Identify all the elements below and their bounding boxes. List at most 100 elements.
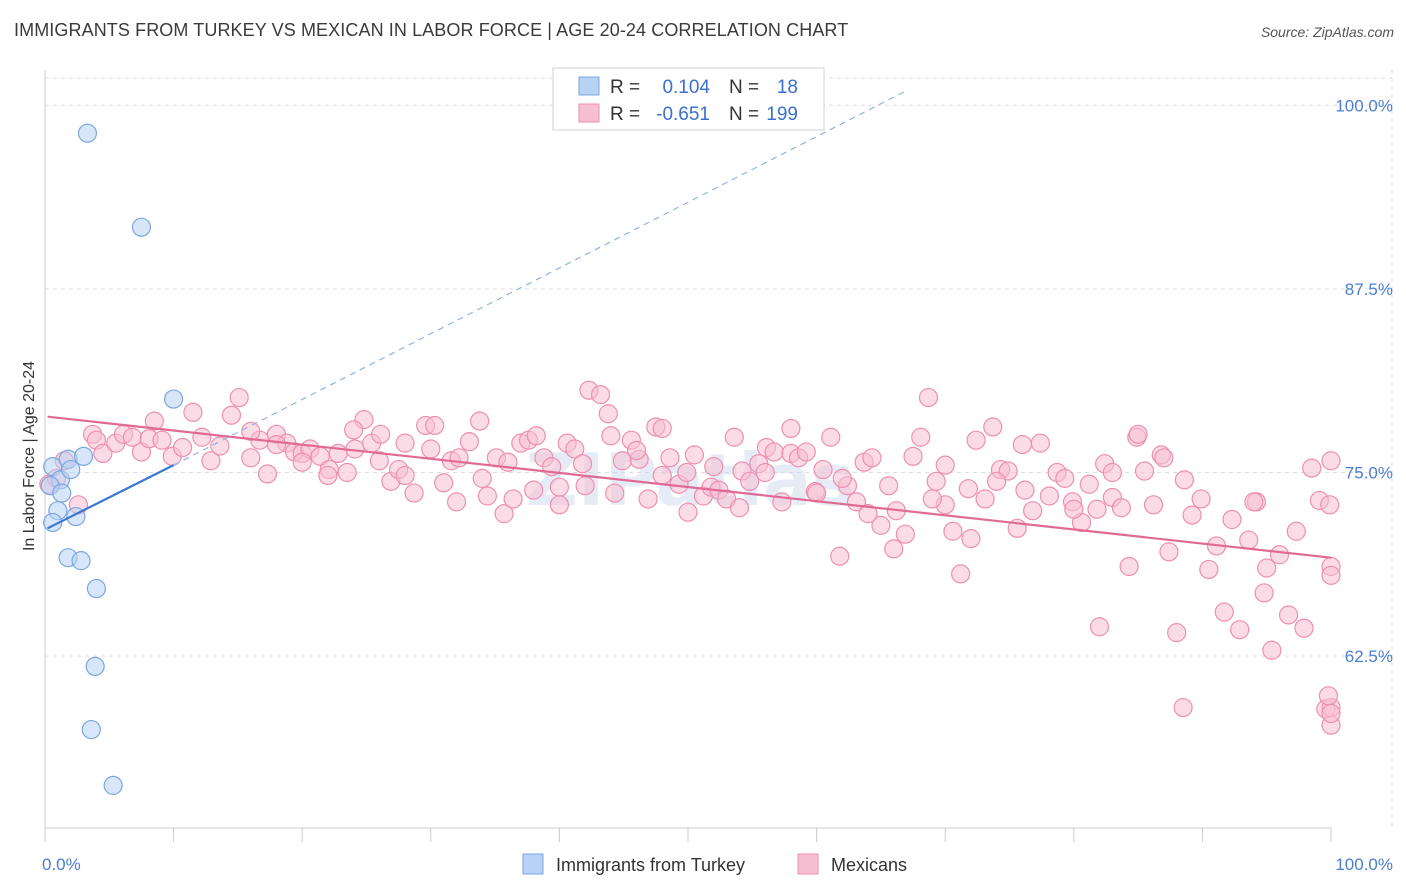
mexicans-point-104 [918, 387, 939, 408]
mexicans-trend-line [47, 415, 1332, 559]
turkey-point-14 [71, 551, 91, 571]
chart-title: IMMIGRANTS FROM TURKEY VS MEXICAN IN LAB… [14, 20, 849, 40]
mexicans-point-18 [201, 451, 221, 471]
turkey-point-17 [81, 719, 101, 740]
mexicans-point-74 [677, 462, 697, 483]
mexicans-point-201 [241, 421, 261, 441]
legend-r-label-1: R = [610, 77, 640, 98]
mexicans-point-177 [858, 504, 878, 524]
mexicans-point-55 [526, 426, 546, 446]
mexicans-point-129 [1119, 556, 1139, 577]
mexicans-point-182 [729, 498, 750, 518]
mexicans-point-141 [1214, 602, 1234, 622]
bottom-legend: Immigrants from Turkey Mexicans [522, 853, 907, 875]
mexicans-point-161 [1318, 686, 1339, 706]
bottom-legend-swatch-turkey [522, 853, 544, 875]
turkey-point-18 [103, 775, 123, 795]
x-tick-labels: 0.0% 100.0% [42, 855, 1393, 874]
mexicans-point-151 [1294, 618, 1314, 638]
bottom-legend-turkey: Immigrants from Turkey [556, 855, 745, 875]
mexicans-point-64 [598, 404, 618, 424]
mexicans-point-110 [966, 430, 986, 450]
legend-r-label-2: R = [610, 104, 640, 125]
mexicans-point-186 [626, 440, 647, 461]
mexicans-point-44 [434, 473, 454, 493]
mexicans-point-69 [638, 489, 658, 509]
y-tick-labels: 62.5% 75.0% 87.5% 100.0% [1335, 96, 1393, 666]
mexicans-point-176 [884, 539, 904, 559]
legend-swatch-turkey [578, 76, 600, 96]
mexicans-point-103 [911, 427, 931, 447]
mexicans-point-146 [1254, 583, 1274, 603]
mexicans-point-33 [337, 462, 357, 483]
legend-r-value-1: 0.104 [662, 77, 710, 98]
mexicans-point-195 [395, 465, 415, 486]
mexicans-point-112 [983, 417, 1003, 437]
mexicans-point-109 [958, 479, 978, 499]
mexicans-point-155 [1320, 495, 1340, 515]
mexicans-point-194 [421, 439, 441, 459]
y-tick-label-0: 62.5% [1345, 647, 1393, 666]
mexicans-point-175 [922, 489, 942, 509]
mexicans-point-196 [369, 451, 389, 471]
y-axis-label: In Labor Force | Age 20-24 [21, 361, 38, 551]
mexicans-point-168 [1102, 462, 1122, 483]
mexicans-point-185 [652, 465, 672, 486]
turkey-trend-line [47, 464, 175, 530]
mexicans-point-128 [1111, 498, 1131, 518]
y-tick-label-1: 75.0% [1345, 464, 1393, 483]
mexicans-point-52 [503, 489, 523, 509]
mexicans-point-162 [1321, 703, 1341, 724]
mexicans-point-138 [1191, 489, 1211, 509]
mexicans-point-12 [144, 411, 164, 431]
mexicans-point-183 [704, 457, 724, 477]
mexicans-point-6 [93, 443, 113, 464]
mexicans-point-125 [1087, 499, 1107, 519]
mexicans-point-148 [1269, 545, 1290, 565]
legend-box: R = 0.104 N = 18 R = -0.651 N = 199 [552, 67, 825, 131]
legend-n-label-2: N = [729, 104, 759, 125]
legend-n-label-1: N = [729, 77, 759, 98]
mexicans-point-180 [781, 418, 801, 439]
mexicans-point-51 [494, 504, 514, 524]
mexicans-point-19 [210, 436, 230, 456]
mexicans-point-199 [292, 452, 312, 472]
mexicans-point-139 [1199, 559, 1219, 580]
mexicans-point-40 [395, 433, 415, 453]
mexicans-point-149 [1278, 605, 1299, 625]
mexicans-point-47 [459, 432, 479, 452]
mexicans-point-99 [879, 476, 899, 496]
turkey-point-6 [73, 446, 94, 466]
x-tick-label-0: 0.0% [42, 855, 81, 874]
mexicans-point-187 [601, 426, 621, 446]
bottom-legend-mexicans: Mexicans [831, 855, 907, 875]
mexicans-point-43 [425, 415, 445, 436]
mexicans-point-13 [152, 430, 172, 450]
mexicans-point-65 [605, 483, 625, 503]
mexicans-point-21 [229, 387, 249, 408]
turkey-point-2 [164, 389, 184, 409]
mexicans-point-46 [449, 448, 469, 468]
mexicans-point-190 [524, 480, 544, 500]
mexicans-point-58 [549, 477, 570, 497]
mexicans-point-165 [1173, 697, 1193, 718]
mexicans-point-16 [183, 402, 203, 422]
mexicans-point-132 [1143, 495, 1164, 515]
mexicans-point-22 [241, 448, 261, 468]
mexicans-point-118 [1030, 433, 1050, 453]
mexicans-point-89 [796, 442, 816, 462]
mexicans-point-49 [477, 486, 497, 506]
mexicans-point-137 [1182, 505, 1202, 525]
mexicans-point-184 [678, 502, 698, 522]
turkey-point-16 [85, 656, 105, 677]
turkey-trend-extension [173, 90, 907, 466]
mexicans-point-131 [1134, 461, 1155, 481]
mexicans-point-41 [404, 483, 424, 503]
mexicans-point-20 [221, 405, 242, 425]
mexicans-point-171 [1012, 434, 1032, 455]
mexicans-point-72 [660, 448, 680, 468]
mexicans-point-75 [684, 445, 705, 465]
mexicans-point-93 [830, 546, 850, 566]
mexicans-point-197 [344, 420, 364, 440]
mexicans-point-192 [472, 468, 492, 488]
